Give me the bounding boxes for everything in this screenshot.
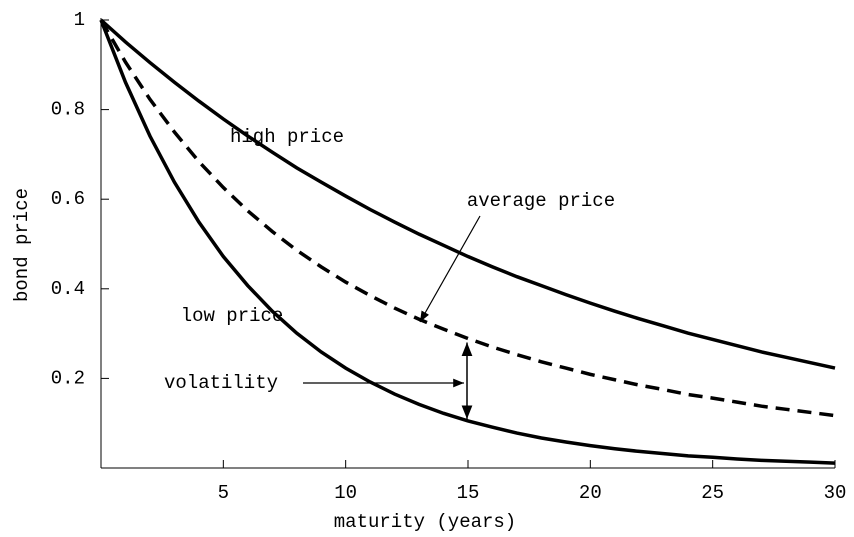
y-tick-label: 0.4 xyxy=(51,278,85,300)
y-tick-label: 0.2 xyxy=(51,367,85,389)
y-tick-label: 0.8 xyxy=(51,99,85,121)
y-tick-label: 0.6 xyxy=(51,188,85,210)
x-axis-label: maturity (years) xyxy=(334,511,516,533)
x-tick-label: 5 xyxy=(218,482,229,504)
line-series xyxy=(99,19,836,465)
y-tick-label: 1 xyxy=(74,9,85,31)
x-tick-label: 30 xyxy=(824,482,847,504)
y-axis-label: bond price xyxy=(11,188,33,302)
x-tick-label: 25 xyxy=(701,482,724,504)
series-label: average price xyxy=(467,190,615,212)
x-tick-label: 20 xyxy=(579,482,602,504)
line-series xyxy=(99,18,836,370)
annotation-arrow xyxy=(419,215,481,323)
annotation: volatility xyxy=(164,372,278,394)
x-tick-label: 15 xyxy=(457,482,480,504)
series-label: low price xyxy=(181,305,284,327)
series-label: high price xyxy=(230,126,344,148)
line-series xyxy=(99,19,836,418)
x-tick-label: 10 xyxy=(334,482,357,504)
